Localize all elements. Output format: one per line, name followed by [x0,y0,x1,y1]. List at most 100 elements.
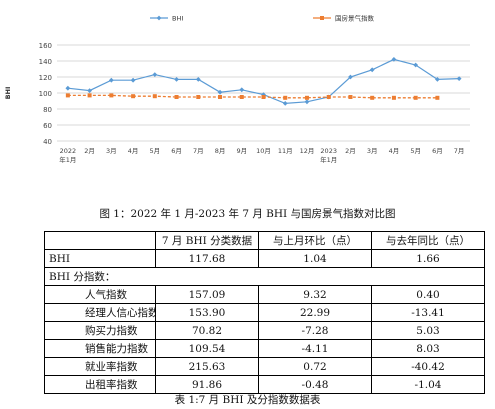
table-row-bhi: BHI 117.68 1.04 1.66 [44,249,485,268]
chart-series [65,57,462,106]
table-caption: 表 1:7 月 BHI 及分指数数据表 [174,394,321,406]
bhi-value-cell: 117.68 [155,249,259,268]
x-tick-label: 2022 [60,147,77,155]
data-point [217,89,223,95]
data-point [304,95,309,100]
bhi-mom-cell: 1.04 [258,249,372,268]
data-point [456,76,462,81]
data-point [326,95,331,99]
table-row: 人气指数 157.09 9.32 0.40 [44,285,485,304]
data-point [370,95,375,100]
subindex-mom-cell: 9.32 [258,285,372,304]
x-tick-label: 2月 [84,147,95,155]
x-tick-label: 10月 [256,147,271,155]
subindex-value-cell: 153.90 [155,303,259,322]
x-tick-label: 年1月 [59,155,76,164]
data-point [152,72,158,77]
data-point [391,95,396,100]
data-point [109,93,114,98]
data-point [196,95,201,99]
x-tick-label: 6月 [432,147,443,155]
x-tick-label: 2月 [345,147,356,155]
subindex-value-cell: 70.82 [155,321,259,340]
y-tick-label: 160 [39,42,52,50]
subindex-mom-cell: 22.99 [258,303,372,322]
subindex-yoy-cell: -13.41 [371,303,485,322]
data-point [283,95,288,100]
table-section-row: BHI 分指数： [44,267,485,286]
subindex-yoy-cell: 5.03 [371,321,485,340]
subindex-mom-cell: -4.11 [258,339,372,358]
y-axis-label: BHI [4,87,12,100]
data-point [65,85,71,91]
subindex-name-cell: 经理人信心指数 [44,303,156,322]
x-tick-label: 7月 [193,147,204,155]
x-tick-label: 3月 [367,147,378,155]
x-tick-label: 4月 [389,147,400,155]
subindex-mom-cell: 0.72 [258,357,372,376]
legend-label: 国房景气指数 [335,14,375,23]
data-point [413,95,418,100]
series-group [65,93,440,100]
y-tick-label: 40 [43,138,52,146]
legend-marker [156,15,162,21]
x-tick-label: 3月 [106,147,117,155]
x-tick-label: 2023 [320,147,337,155]
data-point [174,77,179,82]
x-tick-label: 年1月 [320,155,337,164]
table-row: 购买力指数 70.82 -7.28 5.03 [44,321,485,340]
subindex-value-cell: 215.63 [155,357,259,376]
data-point [65,93,70,98]
subindex-name-cell: 购买力指数 [44,321,156,340]
subindex-mom-cell: -0.48 [258,375,372,394]
data-point [348,74,353,80]
data-point [131,94,136,99]
table-row: 出租率指数 91.86 -0.48 -1.04 [44,375,485,394]
data-point [195,77,201,82]
data-point [435,95,440,100]
series-group [65,57,462,106]
data-point [369,67,375,73]
y-tick-label: 60 [43,122,52,130]
subindex-name-cell: 就业率指数 [44,357,156,376]
x-tick-label: 8月 [215,147,226,155]
table-row: 经理人信心指数 153.90 22.99 -13.41 [44,303,485,322]
y-tick-label: 140 [39,58,52,66]
y-tick-label: 120 [39,74,52,82]
header-cell-yoy: 与去年同比（点） [371,231,485,250]
data-point [87,93,92,98]
x-tick-label: 11月 [278,147,293,155]
subindex-value-cell: 109.54 [155,339,259,358]
subindex-name-cell: 销售能力指数 [44,339,156,358]
data-point [87,88,93,93]
data-point [174,95,179,99]
subindex-name-cell: 出租率指数 [44,375,156,394]
figure-caption: 图 1：2022 年 1 月-2023 年 7 月 BHI 与国房景气指数对比图 [99,208,396,220]
data-point [434,77,440,82]
data-point [218,95,223,99]
bhi-label-cell: BHI [44,249,156,268]
data-point [130,77,136,83]
x-tick-label: 9月 [236,147,247,155]
subindex-value-cell: 91.86 [155,375,259,394]
data-point [261,92,266,97]
bhi-yoy-cell: 1.66 [371,249,485,268]
subindex-yoy-cell: -1.04 [371,375,485,394]
header-cell-july-bhi: 7 月 BHI 分类数据 [155,231,259,250]
table-row: 就业率指数 215.63 0.72 -40.42 [44,357,485,376]
bhi-data-table: 7 月 BHI 分类数据 与上月环比（点） 与去年同比（点） BHI 117.6… [44,231,485,394]
subindex-name-cell: 人气指数 [44,285,156,304]
y-tick-label: 80 [43,106,52,114]
subindex-value-cell: 157.09 [155,285,259,304]
series-line [67,94,438,99]
legend-marker [320,16,324,20]
subindex-yoy-cell: -40.42 [371,357,485,376]
section-label-cell: BHI 分指数： [44,267,485,286]
data-point [239,87,245,93]
header-cell-mom: 与上月环比（点） [258,231,372,250]
data-point [413,62,419,68]
subindex-yoy-cell: 8.03 [371,339,485,358]
data-point [282,101,288,106]
